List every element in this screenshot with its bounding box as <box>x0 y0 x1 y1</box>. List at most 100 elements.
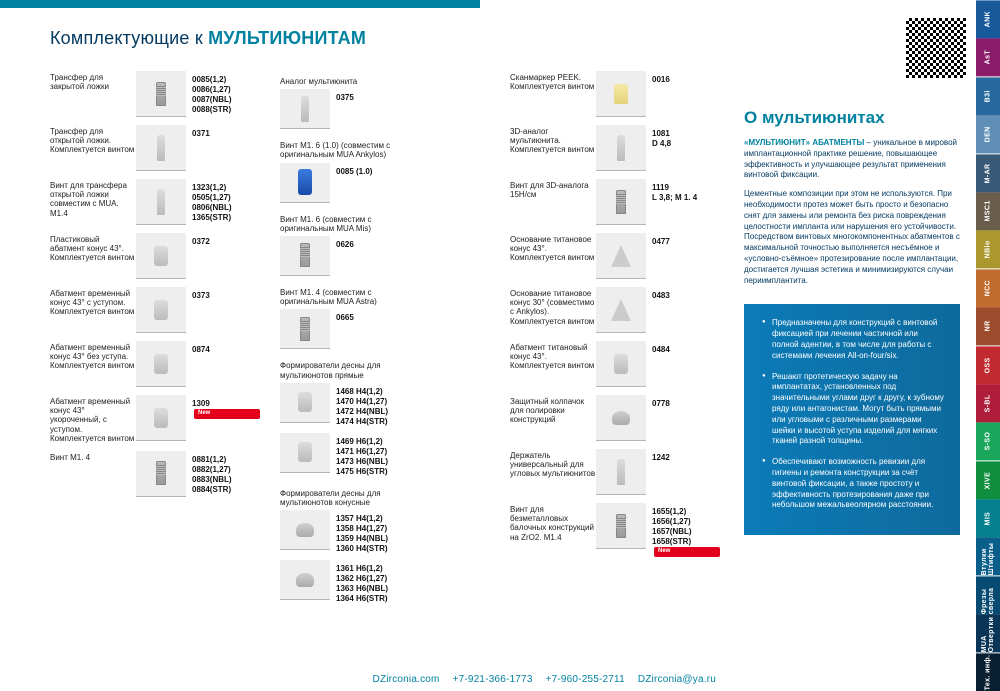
catalog-item: Основание титановое конус 43°. Комплекту… <box>510 233 720 279</box>
item-label: Абатмент временный конус 43° с уступом. … <box>50 287 136 333</box>
catalog-item: Винт для безметалловых балочных конструк… <box>510 503 720 557</box>
item-codes: 1119L 3,8; M 1. 4 <box>646 179 720 225</box>
item-codes: 1361 H6(1,2)1362 H6(1,27)1363 H6(NBL)136… <box>330 560 490 604</box>
code: 1242 <box>652 453 720 463</box>
title-prefix: Комплектующие к <box>50 28 208 48</box>
side-tab[interactable]: MSC1 <box>976 192 1000 230</box>
side-tab[interactable]: S-BL <box>976 384 1000 422</box>
item-codes: 0371 <box>186 125 260 171</box>
item-image <box>596 71 646 117</box>
side-tab[interactable]: S-SO <box>976 422 1000 460</box>
code: 1362 H6(1,27) <box>336 574 490 584</box>
qr-code <box>906 18 966 78</box>
side-tab[interactable]: AsT <box>976 38 1000 76</box>
item-image <box>280 309 330 349</box>
product-icon <box>611 299 631 321</box>
side-tab[interactable]: OSS <box>976 346 1000 384</box>
product-icon <box>614 84 628 104</box>
code: 1474 H4(STR) <box>336 417 490 427</box>
product-icon <box>300 243 310 267</box>
item-codes: 0477 <box>646 233 720 279</box>
code: 1119 <box>652 183 720 193</box>
code: 0505(1,27) <box>192 193 260 203</box>
group-label: Формирователи десны для мультиюнотов кон… <box>280 489 400 507</box>
side-tab[interactable]: XIVE <box>976 461 1000 499</box>
item-image <box>596 341 646 387</box>
catalog-item: Основание титановое конус 30° (совместим… <box>510 287 720 333</box>
item-codes: 0626 <box>330 236 490 250</box>
code: 0016 <box>652 75 720 85</box>
catalog-item: 0626 <box>280 236 490 276</box>
side-tab[interactable]: Фрезы сверла <box>976 576 1000 614</box>
item-codes: 1309New <box>186 395 260 443</box>
catalog-item: Держатель универсальный для угловых муль… <box>510 449 720 495</box>
item-image <box>596 395 646 441</box>
product-icon <box>300 317 310 341</box>
code: 0375 <box>336 93 490 103</box>
product-icon <box>612 411 630 425</box>
side-tab[interactable]: MIS <box>976 499 1000 537</box>
code: 1472 H4(NBL) <box>336 407 490 417</box>
code: 1655(1,2) <box>652 507 720 517</box>
item-image <box>280 433 330 473</box>
product-icon <box>298 442 312 462</box>
item-label: Винт для безметалловых балочных конструк… <box>510 503 596 557</box>
side-tab[interactable]: NR <box>976 307 1000 345</box>
item-image <box>596 125 646 171</box>
side-tab[interactable]: Втулки Штифты <box>976 537 1000 575</box>
product-icon <box>156 461 166 485</box>
side-tab[interactable]: Тех. инф. <box>976 653 1000 691</box>
item-label: Сканмаркер PEEK. Комплектуется винтом <box>510 71 596 117</box>
catalog-item: 1468 H4(1,2)1470 H4(1,27)1472 H4(NBL)147… <box>280 383 490 427</box>
code: 1358 H4(1,27) <box>336 524 490 534</box>
item-image <box>596 503 646 549</box>
item-image <box>596 449 646 495</box>
item-image <box>280 383 330 423</box>
catalog-item: Сканмаркер PEEK. Комплектуется винтом 001… <box>510 71 720 117</box>
catalog-item: Защитный колпачок для полировки конструк… <box>510 395 720 441</box>
side-tab[interactable]: ANK <box>976 0 1000 38</box>
item-codes: 1468 H4(1,2)1470 H4(1,27)1472 H4(NBL)147… <box>330 383 490 427</box>
item-codes: 0778 <box>646 395 720 441</box>
side-tab[interactable]: MUA Отвертки <box>976 614 1000 652</box>
item-label: Трансфер для закрытой ложки <box>50 71 136 117</box>
footer-phone-1: +7-921-366-1773 <box>453 674 533 685</box>
info-panel: О мультиюнитах «МУЛЬТИЮНИТ» АБАТМЕНТЫ – … <box>730 0 976 691</box>
code: 1470 H4(1,27) <box>336 397 490 407</box>
item-image <box>136 451 186 497</box>
info-p1-strong: «МУЛЬТИЮНИТ» АБАТМЕНТЫ <box>744 138 864 147</box>
item-image <box>136 125 186 171</box>
new-badge: New <box>654 547 720 557</box>
item-label: Винт M1. 4 <box>50 451 136 497</box>
catalog-item: Винт для трансфера открытой ложки совмес… <box>50 179 260 225</box>
catalog-columns: Трансфер для закрытой ложки0085(1,2)0086… <box>50 71 720 610</box>
side-tab[interactable]: DEN <box>976 115 1000 153</box>
item-codes: 0483 <box>646 287 720 333</box>
item-codes: 0484 <box>646 341 720 387</box>
group-label: Винт M1. 4 (совместим с оригинальным MUA… <box>280 288 400 306</box>
side-tab[interactable]: B3i <box>976 77 1000 115</box>
product-icon <box>154 300 168 320</box>
item-image <box>280 89 330 129</box>
code: 0884(STR) <box>192 485 260 495</box>
item-codes: 1323(1,2)0505(1,27)0806(NBL)1365(STR) <box>186 179 260 225</box>
side-tab[interactable]: NCC <box>976 269 1000 307</box>
code: 1473 H6(NBL) <box>336 457 490 467</box>
column-2: Аналог мультиюнита0375Винт M1. 6 (1.0) (… <box>280 71 490 610</box>
item-codes: 0085 (1.0) <box>330 163 490 177</box>
product-icon <box>154 354 168 374</box>
catalog-item: Трансфер для открытой ложки. Комплектует… <box>50 125 260 171</box>
item-label: Абатмент временный конус 43° укороченный… <box>50 395 136 443</box>
side-tab[interactable]: M-AR <box>976 154 1000 192</box>
side-tab[interactable]: NBio <box>976 230 1000 268</box>
item-codes: 0372 <box>186 233 260 279</box>
page-title: Комплектующие к МУЛЬТИЮНИТАМ <box>50 28 720 49</box>
title-strong: МУЛЬТИЮНИТАМ <box>208 28 366 48</box>
page-footer: DZirconia.com +7-921-366-1773 +7-960-255… <box>0 674 730 685</box>
item-label: 3D-аналог мультиюнита. Комплектуется вин… <box>510 125 596 171</box>
product-icon <box>157 189 165 215</box>
code: 0373 <box>192 291 260 301</box>
code: 0371 <box>192 129 260 139</box>
column-3: Сканмаркер PEEK. Комплектуется винтом 001… <box>510 71 720 610</box>
catalog-item: 0085 (1.0) <box>280 163 490 203</box>
